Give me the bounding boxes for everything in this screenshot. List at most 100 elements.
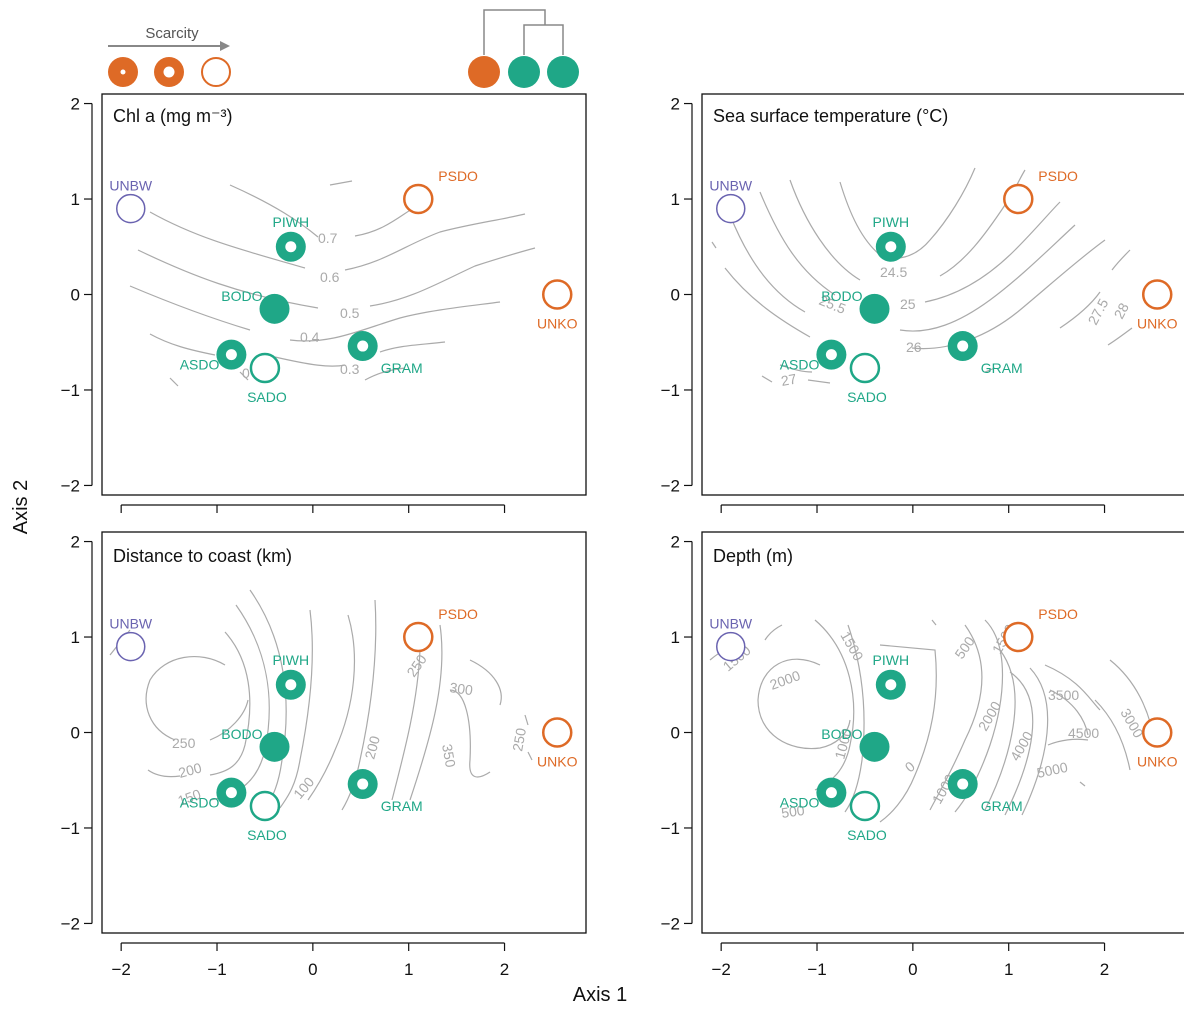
point-label: UNKO xyxy=(1137,316,1178,332)
point-label: ASDO xyxy=(780,795,820,811)
x-tick-label: 1 xyxy=(404,960,413,979)
point-label: PIWH xyxy=(873,214,910,230)
contour-labels: 250 200 150 100 200 250 300 350 250 xyxy=(172,651,529,809)
y-tick-label: 0 xyxy=(71,286,80,305)
contour-label: 2000 xyxy=(768,667,803,693)
panel-depth: Depth (m) 1500 2000 1500 500 xyxy=(661,531,1184,979)
point-bodo: BODO xyxy=(221,726,290,762)
y-tick-label: −1 xyxy=(661,381,680,400)
point-unko: UNKO xyxy=(1137,279,1178,332)
point-label: PSDO xyxy=(438,606,478,622)
y-tick-label: 0 xyxy=(671,724,680,743)
contour-label: 4500 xyxy=(1068,725,1099,741)
y-tick-label: −2 xyxy=(661,476,680,495)
contour-label: 0.7 xyxy=(318,230,338,246)
y-tick-label: −1 xyxy=(61,381,80,400)
point-unko: UNKO xyxy=(537,279,578,332)
panel-title: Distance to coast (km) xyxy=(113,546,292,566)
x-tick-label: 2 xyxy=(500,960,509,979)
x-tick-label: 2 xyxy=(1100,960,1109,979)
point-marker xyxy=(541,717,573,748)
point-label: SADO xyxy=(247,827,287,843)
y-tick-label: 1 xyxy=(71,628,80,647)
points: UNBW PSDO PIWH BODO UNKO ASDO SADO GRAM xyxy=(109,606,577,843)
point-bodo: BODO xyxy=(821,288,890,324)
axes: −2 −2 −1 −1 0 0 1 1 2 2 xyxy=(661,533,1110,979)
point-marker xyxy=(1003,183,1034,215)
x-tick-label: −2 xyxy=(111,960,130,979)
point-marker-hole xyxy=(825,349,837,361)
point-marker xyxy=(403,621,434,653)
points: UNBW PSDO PIWH BODO UNKO ASDO SADO GRAM xyxy=(709,168,1177,405)
x-tick-label: 0 xyxy=(908,960,917,979)
point-piwh: PIWH xyxy=(273,652,309,700)
point-label: UNKO xyxy=(537,316,578,332)
point-marker-hole xyxy=(357,778,369,790)
point-bodo: BODO xyxy=(221,288,290,324)
contour-label: 1000 xyxy=(831,726,855,760)
point-label: PSDO xyxy=(1038,168,1078,184)
panel-title: Chl a (mg m⁻³) xyxy=(113,106,233,126)
point-piwh: PIWH xyxy=(273,214,309,262)
dendrogram-leaf-orange xyxy=(468,56,500,88)
panel-sea-surface-temperature: Sea surface temperature (°C) 24.5 25 25.… xyxy=(661,93,1184,513)
point-marker-hole xyxy=(357,340,369,352)
point-sado: SADO xyxy=(247,790,287,843)
scarcity-legend: Scarcity xyxy=(108,25,231,87)
cluster-dendrogram xyxy=(468,9,579,88)
point-psdo: PSDO xyxy=(403,168,478,215)
x-tick-label: 1 xyxy=(1004,960,1013,979)
point-marker xyxy=(849,352,881,384)
point-label: BODO xyxy=(821,726,862,742)
point-label: PSDO xyxy=(438,168,478,184)
plot-frame xyxy=(701,531,1184,934)
point-marker xyxy=(116,193,146,224)
point-marker xyxy=(541,279,573,310)
y-tick-label: 2 xyxy=(671,533,680,552)
axes: −2 −1 0 1 2 xyxy=(61,95,506,513)
contour-label: 200 xyxy=(177,759,204,781)
contour-label: 0.5 xyxy=(340,305,360,321)
y-tick-label: 1 xyxy=(671,190,680,209)
point-marker xyxy=(716,193,746,224)
dendrogram-leaf-green-1 xyxy=(508,56,540,88)
contour-label: 25 xyxy=(900,296,916,312)
contour-label: 0.3 xyxy=(340,361,360,377)
point-label: ASDO xyxy=(780,357,820,373)
contour-label: 500 xyxy=(951,633,978,661)
contour-label: 200 xyxy=(361,734,383,761)
point-asdo: ASDO xyxy=(780,339,847,373)
point-label: BODO xyxy=(821,288,862,304)
point-piwh: PIWH xyxy=(873,652,909,700)
contour-label: 5000 xyxy=(1035,759,1069,781)
point-marker-hole xyxy=(285,241,297,253)
contour-lines xyxy=(711,167,1133,384)
y-tick-label: 2 xyxy=(71,533,80,552)
contour-label: 300 xyxy=(449,679,475,698)
points: UNBW PSDO PIWH BODO UNKO ASDO SADO GRAM xyxy=(709,606,1177,843)
point-label: PSDO xyxy=(1038,606,1078,622)
point-marker-hole xyxy=(885,241,897,253)
y-axis-title: Axis 2 xyxy=(10,480,32,534)
point-marker-hole xyxy=(885,679,897,691)
contour-label: 3500 xyxy=(1048,687,1079,703)
point-asdo: ASDO xyxy=(180,339,247,373)
plot-frame xyxy=(101,93,587,496)
contour-label: 250 xyxy=(172,735,196,751)
contour-label: 500 xyxy=(780,802,806,821)
point-asdo: ASDO xyxy=(180,777,247,811)
contour-label: 150 xyxy=(176,786,204,809)
contour-label: 26 xyxy=(906,339,922,355)
point-sado: SADO xyxy=(247,352,287,405)
contour-lines xyxy=(109,589,533,811)
dendrogram-lines xyxy=(483,9,564,55)
point-unbw: UNBW xyxy=(109,178,153,224)
point-marker xyxy=(1003,621,1034,653)
scarcity-arrow-head xyxy=(220,41,230,51)
contour-labels: 0.7 0.6 0.5 0.4 0.3 0 xyxy=(242,230,360,381)
contour-lines xyxy=(129,180,536,387)
point-label: UNKO xyxy=(1137,754,1178,770)
contour-label: 0.4 xyxy=(300,329,320,345)
point-label: SADO xyxy=(847,827,887,843)
